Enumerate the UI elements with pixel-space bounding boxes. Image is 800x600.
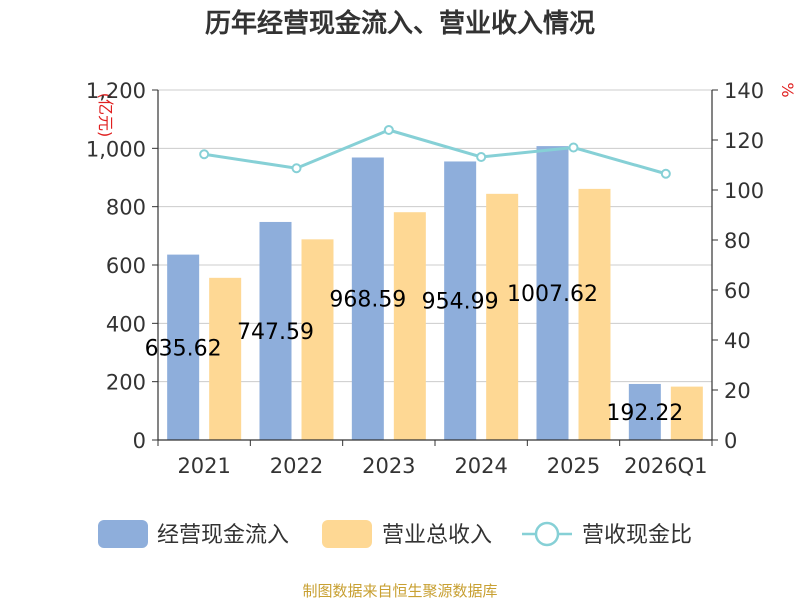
legend-label-cash-inflow: 经营现金流入	[157, 523, 289, 548]
chart-title: 历年经营现金流入、营业收入情况	[205, 8, 595, 39]
left-tick-label: 400	[106, 312, 146, 336]
legend-label-revenue: 营业总收入	[382, 523, 492, 548]
legend-label-ratio: 营收现金比	[582, 523, 692, 548]
ratio-line	[199, 125, 671, 179]
legend-swatch-ratio-marker	[534, 521, 560, 547]
legend-swatch-revenue	[322, 520, 372, 548]
data-label: 192.22	[606, 401, 683, 426]
right-tick-label: 140	[724, 79, 764, 103]
right-tick-label: 120	[724, 129, 764, 153]
data-labels: 635.62 747.59 968.59 954.99 1007.62 192.22	[145, 282, 684, 426]
data-label: 635.62	[145, 336, 222, 361]
bar-营业总收入-2026Q1	[670, 386, 703, 440]
x-tick-label: 2021	[177, 454, 230, 478]
bar-营业总收入-2024	[486, 193, 519, 440]
right-tick-label: 40	[724, 329, 751, 353]
bar-营业总收入-2025	[578, 188, 611, 440]
bar-营业总收入-2023	[393, 212, 426, 440]
ratio-point	[383, 125, 394, 135]
right-tick-label: 80	[724, 229, 751, 253]
ratio-point	[568, 142, 579, 153]
x-tick-label: 2026Q1	[624, 454, 707, 478]
bar-营业总收入-2022	[301, 239, 334, 440]
axes: 0 200 400 600 800 1,000 1,200 0 20 40 60 80 100 120 14…	[86, 79, 764, 478]
left-tick-label: 1,200	[86, 79, 146, 103]
ratio-point	[199, 149, 210, 160]
left-tick-label: 800	[106, 196, 146, 220]
left-axis-unit: (亿元)	[96, 93, 115, 138]
data-label: 954.99	[422, 290, 499, 315]
left-tick-label: 600	[106, 254, 146, 278]
right-tick-label: 100	[724, 179, 764, 203]
x-tick-label: 2024	[454, 454, 507, 478]
left-tick-label: 1,000	[86, 137, 146, 161]
bar-经营现金流入-2023	[351, 157, 384, 441]
source-note: 制图数据来自恒生聚源数据库	[302, 582, 497, 600]
bar-经营现金流入-2026Q1	[628, 383, 661, 440]
ratio-point	[476, 152, 487, 162]
grid	[158, 89, 712, 383]
right-tick-label: 60	[724, 279, 751, 303]
bar-营业总收入-2021	[209, 277, 242, 440]
ratio-line-path	[203, 128, 667, 176]
data-label: 968.59	[329, 288, 406, 313]
left-tick-label: 200	[106, 371, 146, 395]
bar-经营现金流入-2025	[536, 146, 569, 440]
x-tick-label: 2023	[362, 454, 415, 478]
ratio-point	[291, 163, 302, 174]
bar-经营现金流入-2024	[444, 161, 477, 440]
left-tick-label: 0	[133, 429, 146, 453]
right-tick-label: 0	[724, 429, 737, 453]
ratio-point	[660, 168, 671, 179]
data-label: 1007.62	[507, 282, 598, 307]
bars	[167, 146, 703, 441]
legend: 经营现金流入 营业总收入 营收现金比	[98, 520, 692, 548]
right-tick-label: 20	[724, 379, 751, 403]
x-tick-label: 2022	[270, 454, 323, 478]
legend-swatch-cash-inflow	[98, 520, 148, 548]
x-tick-label: 2025	[547, 454, 600, 478]
data-label: 747.59	[237, 320, 314, 345]
bar-经营现金流入-2022	[259, 221, 292, 440]
right-axis-unit: %	[778, 82, 797, 97]
bar-经营现金流入-2021	[167, 254, 200, 440]
